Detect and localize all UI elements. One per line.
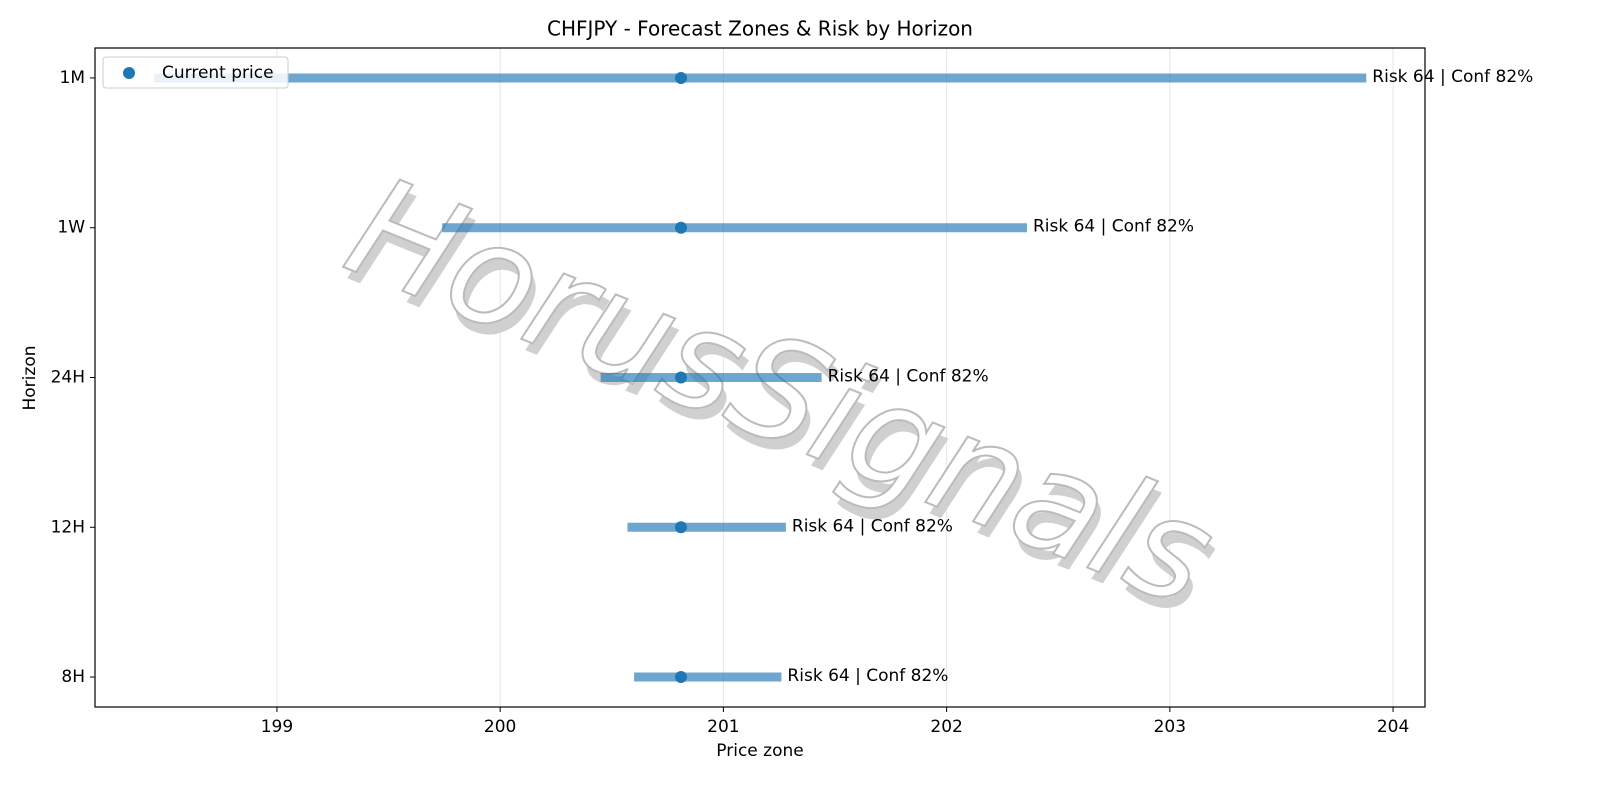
annotation: Risk 64 | Conf 82%	[792, 516, 953, 536]
current-price	[674, 71, 687, 84]
y-axis-label: Horizon	[20, 346, 40, 411]
y-tick-label: 1M	[60, 68, 85, 88]
annotation: Risk 64 | Conf 82%	[828, 367, 989, 387]
x-axis-label: Price zone	[716, 741, 803, 761]
current-price	[674, 671, 687, 684]
y-tick-label: 8H	[61, 667, 85, 687]
x-tick-label: 199	[261, 717, 293, 737]
annotation: Risk 64 | Conf 82%	[787, 666, 948, 686]
x-tick-label: 204	[1377, 717, 1409, 737]
legend: Current price	[102, 56, 289, 89]
y-tick-label: 1W	[57, 218, 85, 238]
legend-box	[102, 56, 289, 89]
x-tick-label: 200	[484, 717, 516, 737]
current-price	[674, 521, 687, 534]
current-price	[674, 221, 687, 234]
annotation: Risk 64 | Conf 82%	[1372, 67, 1533, 87]
legend-label: Current price	[162, 63, 274, 83]
annotation: Risk 64 | Conf 82%	[1033, 217, 1194, 237]
x-tick-label: 203	[1154, 717, 1186, 737]
x-tick-label: 201	[707, 717, 739, 737]
current-price	[674, 371, 687, 384]
legend-marker	[123, 67, 135, 79]
marks: Risk 64 | Conf 82% Risk 64 | Conf 82% Risk…	[154, 67, 1533, 686]
y-tick-label: 24H	[51, 368, 85, 388]
x-tick-label: 202	[930, 717, 962, 737]
y-tick-label: 12H	[51, 517, 85, 537]
chart-title: CHFJPY - Forecast Zones & Risk by Horizo…	[547, 17, 973, 41]
